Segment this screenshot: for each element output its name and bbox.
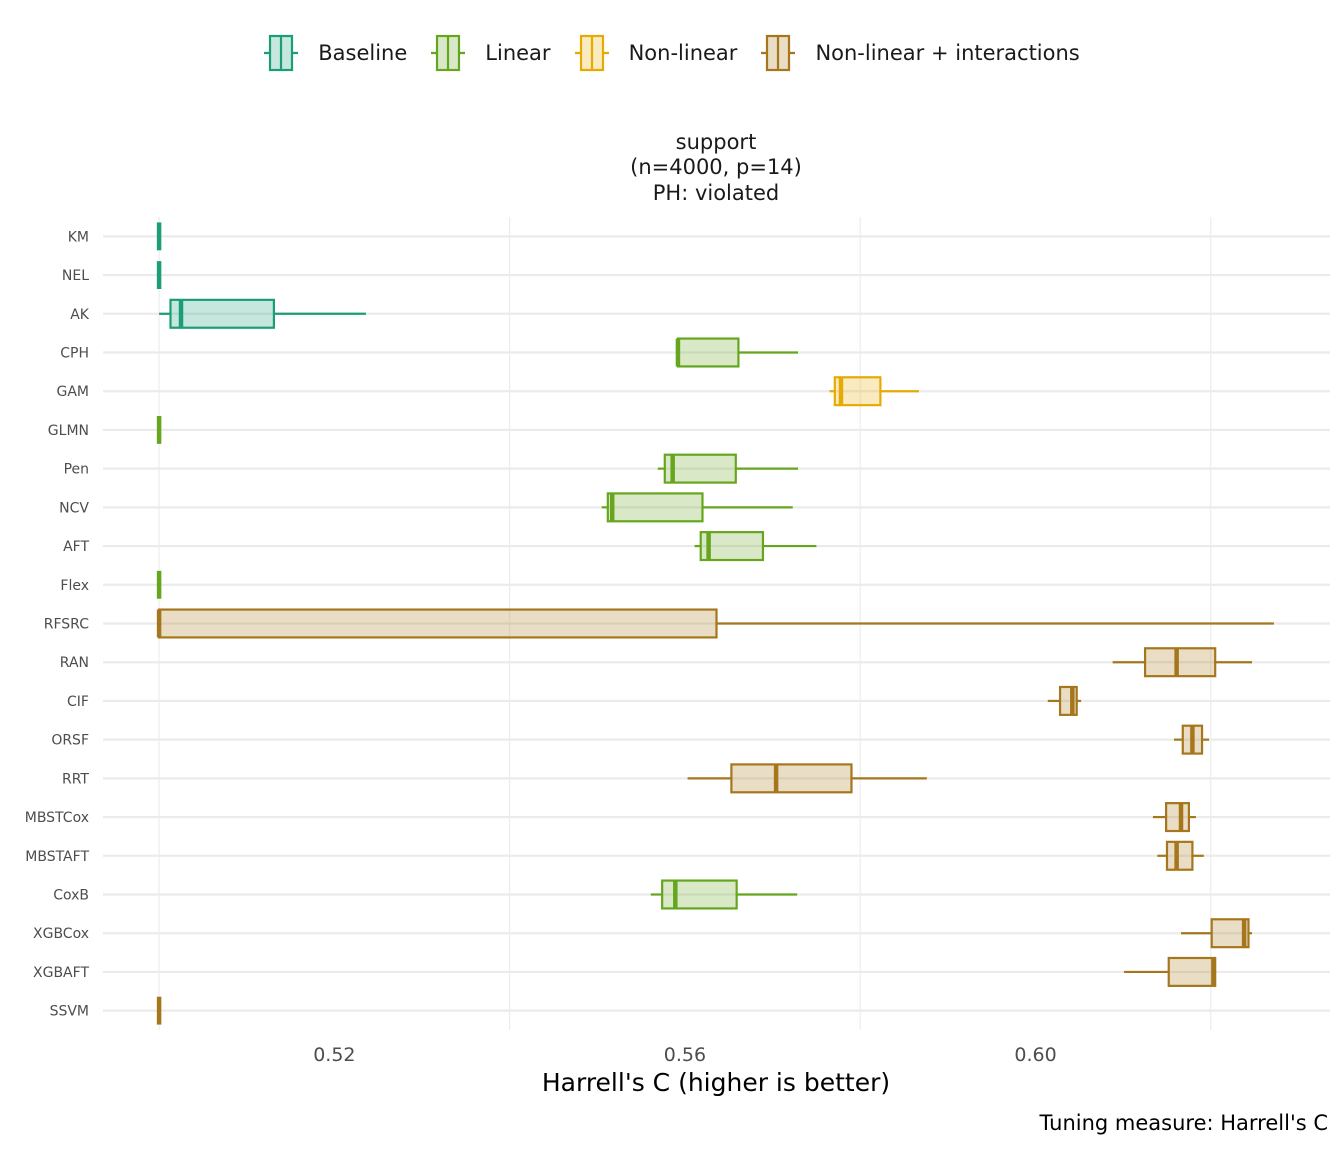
box-iqr <box>1167 956 1217 987</box>
y-tick-label: ORSF <box>51 733 89 749</box>
y-tick-label: NEL <box>62 268 89 284</box>
legend: Baseline Linear Non-linear Non-linear + … <box>0 32 1344 74</box>
box-xgbcox <box>1181 918 1252 949</box>
box-iqr <box>157 608 718 639</box>
y-tick-label: NCV <box>59 500 89 516</box>
y-tick-label: Pen <box>64 462 89 478</box>
box-iqr <box>1165 840 1194 871</box>
legend-key-nonlinear <box>574 34 609 72</box>
box-iqr <box>676 337 740 368</box>
legend-label: Non-linear <box>628 41 738 65</box>
y-tick-label: XGBAFT <box>33 965 89 981</box>
legend-label: Non-linear + interactions <box>815 41 1080 65</box>
y-tick-label: RRT <box>62 771 89 787</box>
box-gam <box>829 376 919 407</box>
box-ak <box>159 298 366 329</box>
box-iqr <box>606 492 704 523</box>
legend-item-nonlinear[interactable]: Non-linear <box>574 34 738 72</box>
box-iqr <box>169 298 276 329</box>
y-axis-labels: KM NEL AK CPH GAM GLMN Pen NCV AFT Flex RFSRC RAN CI… <box>25 229 90 1019</box>
boxes <box>156 222 1274 1025</box>
box-orsf <box>1173 724 1210 755</box>
y-tick-label: CIF <box>67 694 89 710</box>
y-tick-label: RFSRC <box>44 617 89 633</box>
y-tick-label: MBSTAFT <box>25 849 89 865</box>
box-mbstaft <box>1157 840 1204 871</box>
legend-key-linear <box>431 34 466 72</box>
y-tick-label: RAN <box>60 655 89 671</box>
y-tick-label: GAM <box>56 384 89 400</box>
x-tick-label: 0.56 <box>664 1044 706 1066</box>
legend-key-baseline <box>264 34 299 72</box>
y-tick-label: CPH <box>60 346 89 362</box>
y-tick-label: XGBCox <box>33 926 89 942</box>
legend-label: Linear <box>485 41 551 65</box>
box-mbstcox <box>1152 802 1196 833</box>
box-iqr <box>1165 802 1190 833</box>
box-iqr <box>663 453 737 484</box>
box-cif <box>1047 685 1082 716</box>
legend-item-linear[interactable]: Linear <box>431 34 551 72</box>
y-tick-label: AK <box>70 307 90 323</box>
y-tick-label: GLMN <box>48 423 89 439</box>
x-tick-label: 0.60 <box>1014 1044 1056 1066</box>
chart-title-line-3: PH: violated <box>652 181 780 205</box>
y-tick-label: AFT <box>63 539 89 555</box>
box-cph <box>675 337 799 368</box>
box-xgbaft <box>1124 956 1217 987</box>
y-tick-label: KM <box>68 229 89 245</box>
legend-item-baseline[interactable]: Baseline <box>264 34 407 72</box>
x-axis-ticks: 0.52 0.56 0.60 <box>313 1044 1056 1066</box>
x-axis-title: Harrell's C (higher is better) <box>541 1068 891 1097</box>
chart-title-line-1: support <box>675 130 757 154</box>
y-tick-label: Flex <box>60 578 89 594</box>
box-coxb <box>650 879 798 910</box>
box-iqr <box>730 763 853 794</box>
box-rrt <box>687 763 927 794</box>
legend-label: Baseline <box>318 41 408 65</box>
y-tick-label: SSVM <box>50 1004 89 1020</box>
x-tick-label: 0.52 <box>313 1044 355 1066</box>
chart-title-line-2: (n=4000, p=14) <box>630 155 802 179</box>
y-tick-label: CoxB <box>53 888 89 904</box>
box-aft <box>694 531 817 562</box>
y-tick-label: MBSTCox <box>25 810 89 826</box>
legend-key-nonlinear-interactions <box>761 34 796 72</box>
box-ran <box>1112 647 1252 678</box>
caption: Tuning measure: Harrell's C <box>1039 1111 1328 1135</box>
grid <box>103 217 1330 1030</box>
box-iqr <box>1143 647 1217 678</box>
box-iqr <box>699 531 765 562</box>
box-pen <box>657 453 799 484</box>
box-ncv <box>601 492 793 523</box>
box-rfsrc <box>156 608 1274 639</box>
legend-item-nonlinear-interactions[interactable]: Non-linear + interactions <box>761 34 1080 72</box>
